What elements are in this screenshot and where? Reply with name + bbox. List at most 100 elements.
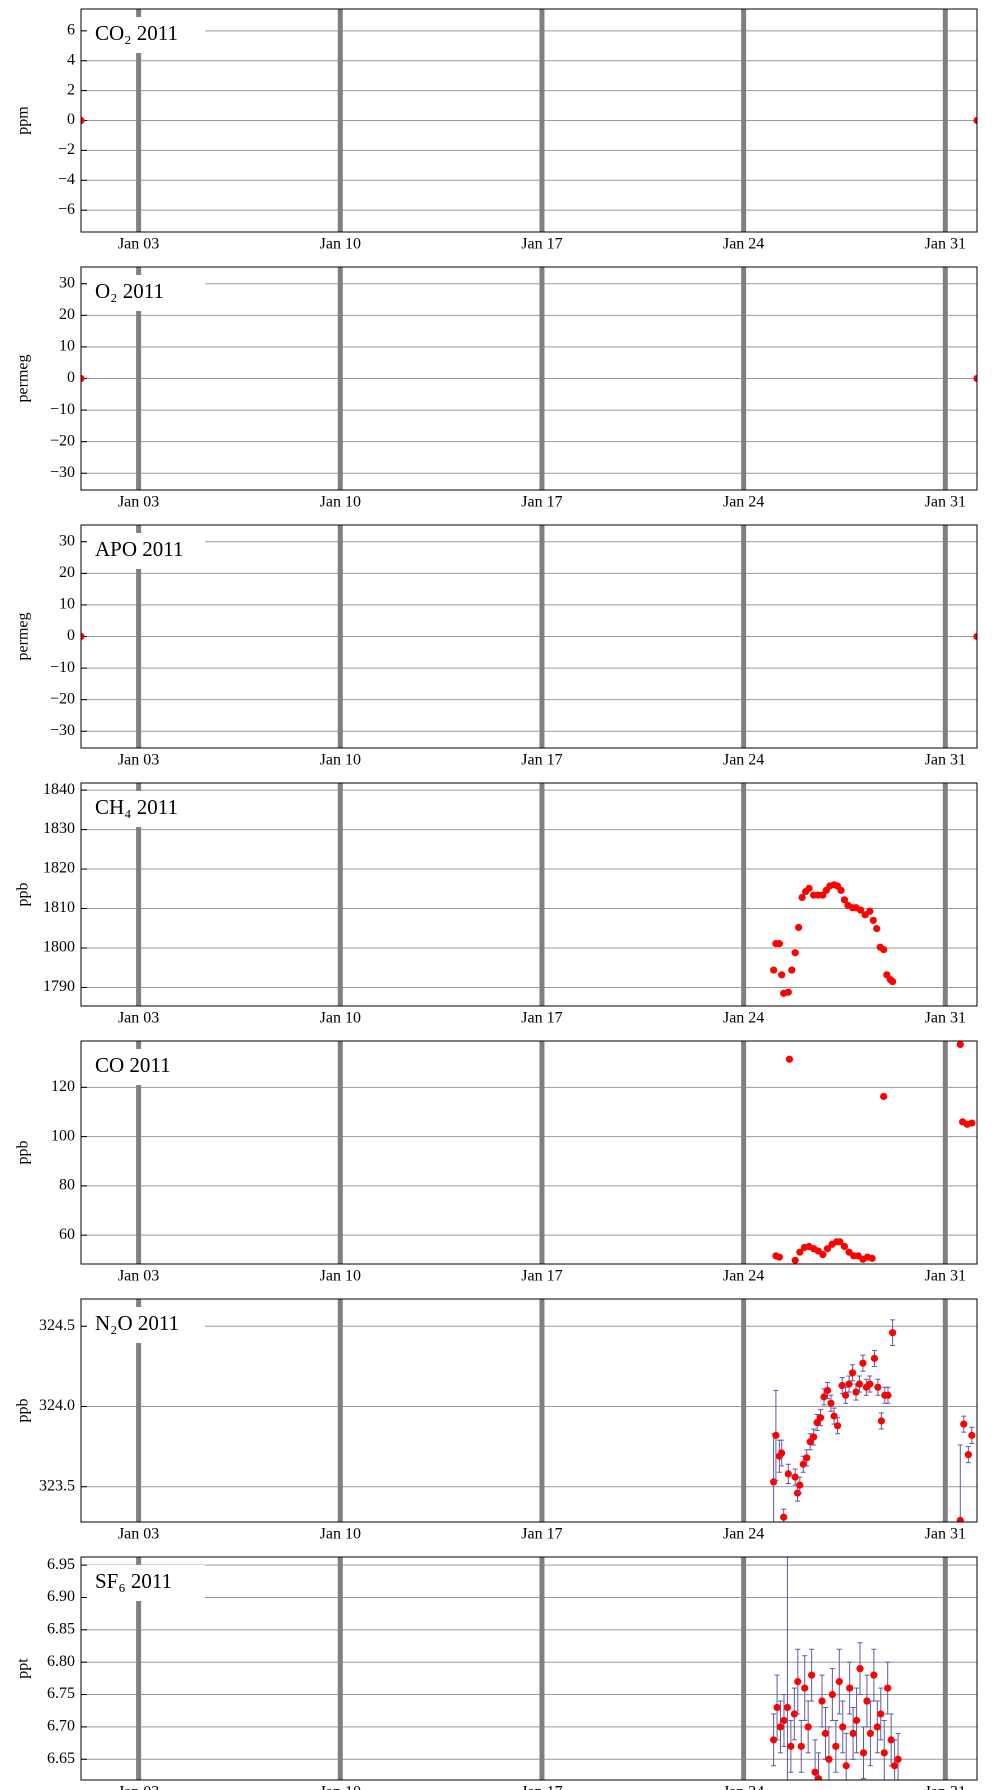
x-tick-label: Jan 10 xyxy=(320,1010,361,1027)
x-tick-label: Jan 17 xyxy=(521,1268,562,1285)
panel: 1790 1800 1810 1820 1830 1840 Jan 03 Jan 10 Jan … xyxy=(15,781,978,1027)
data-point xyxy=(884,1391,892,1399)
data-point xyxy=(870,1354,879,1362)
y-axis-label: ppb xyxy=(15,1399,32,1423)
data-point xyxy=(880,1092,888,1101)
y-tick-label: −6 xyxy=(58,201,75,218)
y-tick-label: 1820 xyxy=(43,860,75,877)
data-point xyxy=(828,1690,836,1699)
panel: −6 −4 −2 0 2 4 6 Jan 03 Jan 10 Jan 17 Jan 24 Jan 31… xyxy=(15,8,978,253)
plot-area xyxy=(81,1299,977,1522)
data-point xyxy=(891,1762,899,1770)
title-box xyxy=(87,1307,205,1343)
y-tick-label: 323.5 xyxy=(39,1477,75,1494)
x-tick-label: Jan 24 xyxy=(723,1010,764,1027)
plot-frame xyxy=(80,1556,978,1781)
data-point xyxy=(835,1678,843,1686)
y-tick-label: −30 xyxy=(50,722,75,739)
data-point xyxy=(849,1729,857,1737)
data-point xyxy=(790,1710,798,1718)
x-tick-label: Jan 31 xyxy=(925,494,966,511)
y-tick-label: 0 xyxy=(67,369,75,386)
data-point xyxy=(805,884,813,892)
data-point xyxy=(81,632,85,641)
y-tick-label: 324.0 xyxy=(39,1397,75,1414)
y-tick-label: 30 xyxy=(59,532,75,549)
data-layer xyxy=(81,116,977,125)
plot-frame xyxy=(80,1298,978,1523)
x-tick-label: Jan 10 xyxy=(320,1268,361,1285)
data-point xyxy=(956,1041,964,1049)
y-tick-label: 10 xyxy=(59,596,75,613)
data-point xyxy=(888,1329,897,1337)
title-box xyxy=(87,1049,205,1085)
x-tick-label: Jan 24 xyxy=(723,236,764,253)
x-tick-label: Jan 10 xyxy=(320,236,361,253)
data-point xyxy=(795,923,803,932)
y-tick-label: 4 xyxy=(67,51,75,68)
x-tick-label: Jan 17 xyxy=(521,752,562,769)
plot-area xyxy=(81,1557,977,1780)
y-tick-label: 20 xyxy=(59,306,75,323)
y-tick-label: −10 xyxy=(50,659,75,676)
data-point xyxy=(81,374,85,383)
y-tick-label: −20 xyxy=(50,432,75,449)
data-point xyxy=(778,971,786,979)
x-tick-label: Jan 31 xyxy=(925,236,966,253)
data-point xyxy=(820,1393,828,1401)
data-point xyxy=(827,1399,835,1407)
plot-frame xyxy=(80,8,978,233)
y-tick-label: 1830 xyxy=(43,820,75,837)
y-axis-label: ppm xyxy=(15,106,32,135)
title-box xyxy=(87,791,205,827)
y-tick-label: −2 xyxy=(58,141,75,158)
data-point xyxy=(778,1449,786,1457)
panel: 323.5 324.0 324.5 Jan 03 Jan 10 Jan 17 Jan 24 J… xyxy=(15,1298,978,1543)
x-tick-label: Jan 17 xyxy=(521,236,562,253)
x-tick-label: Jan 03 xyxy=(118,1784,159,1790)
y-tick-label: 80 xyxy=(59,1177,75,1194)
panel: 6.65 6.70 6.75 6.80 6.85 6.90 6.95 Jan 03 Jan 10… xyxy=(15,1556,978,1790)
panel: −30 −20 −10 0 10 20 30 Jan 03 Jan 10 Jan 17 Jan 24… xyxy=(15,524,978,769)
y-tick-label: 0 xyxy=(67,111,75,128)
x-tick-label: Jan 24 xyxy=(723,752,764,769)
data-point xyxy=(832,1742,840,1750)
y-tick-label: 100 xyxy=(51,1127,75,1144)
y-tick-label: 1790 xyxy=(43,978,75,995)
x-tick-label: Jan 24 xyxy=(723,494,764,511)
y-tick-label: 2 xyxy=(67,81,75,98)
panel-title: CO₂ 2011 xyxy=(95,21,178,45)
data-point xyxy=(973,116,977,125)
data-point xyxy=(869,916,877,924)
data-point xyxy=(973,374,977,383)
x-tick-label: Jan 17 xyxy=(521,494,562,511)
data-point xyxy=(859,1749,868,1757)
data-point xyxy=(880,1749,888,1757)
data-point xyxy=(772,1431,780,1439)
data-point xyxy=(769,1736,778,1744)
plot-frame xyxy=(80,1040,978,1265)
data-point xyxy=(818,1697,826,1705)
y-tick-label: 6.65 xyxy=(47,1750,75,1767)
data-point xyxy=(81,116,85,125)
y-axis-label: ppb xyxy=(15,883,32,907)
x-tick-label: Jan 03 xyxy=(118,494,159,511)
data-point xyxy=(873,1723,881,1731)
y-tick-label: 1810 xyxy=(43,899,75,916)
y-tick-label: 30 xyxy=(59,274,75,291)
data-point xyxy=(811,1768,819,1776)
x-tick-label: Jan 03 xyxy=(118,1010,159,1027)
x-tick-label: Jan 03 xyxy=(118,1526,159,1543)
data-point xyxy=(823,1386,832,1395)
data-point xyxy=(842,1762,850,1770)
data-layer xyxy=(769,881,897,997)
x-tick-label: Jan 31 xyxy=(925,1268,966,1285)
data-point xyxy=(856,1665,864,1673)
data-point xyxy=(894,1755,902,1763)
data-point xyxy=(852,1388,860,1396)
data-point xyxy=(868,1254,876,1262)
plot-frame xyxy=(80,524,978,749)
y-tick-label: 6.80 xyxy=(47,1653,75,1670)
x-tick-label: Jan 10 xyxy=(320,494,361,511)
data-point xyxy=(839,1723,847,1731)
